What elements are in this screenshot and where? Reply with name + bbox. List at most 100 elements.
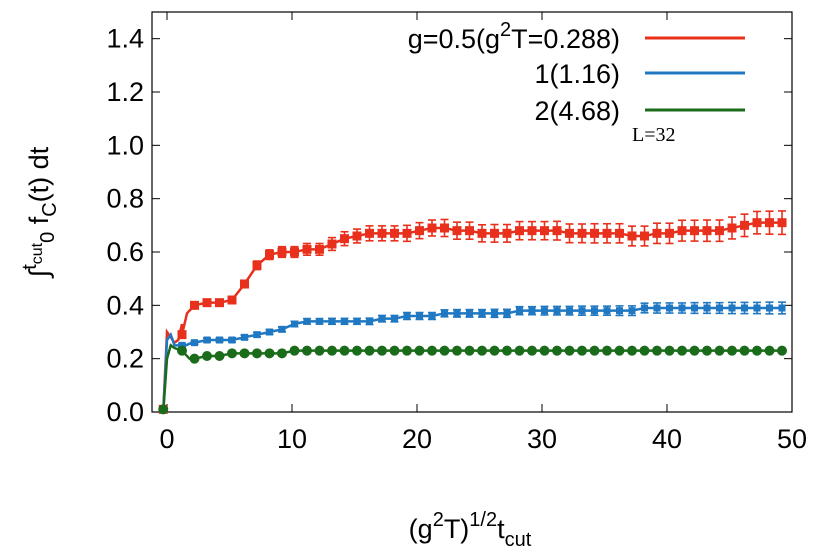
- data-point: [489, 345, 500, 356]
- y-axis-label: ∫tcut0 fC(t) dt: [19, 146, 61, 279]
- x-label-sup2: 1/2: [469, 509, 497, 531]
- legend-label-part: T=0.288): [511, 24, 620, 54]
- data-point: [666, 304, 673, 312]
- plot-frame: [151, 11, 793, 413]
- data-point: [391, 315, 398, 323]
- data-point: [389, 345, 400, 356]
- data-point: [566, 307, 573, 315]
- data-point: [728, 304, 736, 312]
- data-point: [739, 345, 750, 356]
- legend-label-sup: 2: [500, 19, 511, 41]
- y-label-t: t: [19, 264, 41, 270]
- data-point: [440, 223, 449, 233]
- data-point: [265, 250, 274, 260]
- data-point: [652, 228, 662, 238]
- data-point: [477, 345, 487, 356]
- data-point: [228, 336, 236, 344]
- data-point: [540, 226, 549, 236]
- data-point: [477, 228, 487, 238]
- y-tick-label: 0.0: [106, 397, 144, 427]
- data-point: [627, 345, 637, 356]
- data-point: [189, 353, 200, 364]
- data-point: [177, 345, 187, 356]
- legend-label: 1(1.16): [534, 59, 620, 89]
- data-point: [628, 307, 636, 315]
- data-point: [741, 304, 748, 312]
- data-point: [639, 345, 650, 356]
- data-point: [364, 345, 375, 356]
- data-point: [290, 247, 299, 257]
- data-point: [766, 304, 773, 312]
- data-point: [278, 325, 286, 333]
- data-point: [603, 307, 611, 315]
- x-label-sub: cut: [505, 529, 532, 551]
- data-point: [266, 328, 273, 336]
- legend-label-part: 2(4.68): [534, 96, 620, 126]
- y-tick-label: 1.0: [106, 130, 144, 160]
- data-point: [414, 345, 425, 356]
- y-tick-label: 1.4: [106, 24, 144, 54]
- data-point: [415, 226, 424, 236]
- data-point: [615, 228, 624, 238]
- y-tick-label: 0.8: [106, 184, 144, 214]
- data-point: [264, 348, 275, 359]
- data-point: [216, 336, 223, 344]
- data-point: [416, 312, 423, 320]
- data-point: [577, 345, 587, 356]
- data-point: [478, 309, 486, 317]
- data-point: [427, 223, 437, 233]
- data-point: [340, 234, 349, 244]
- legend-label: 2(4.68): [534, 96, 620, 126]
- data-point: [590, 228, 599, 238]
- data-point: [602, 345, 612, 356]
- y-label-sub-cut: cut: [29, 242, 46, 264]
- y-tick-label: 0.2: [106, 344, 144, 374]
- data-point: [465, 226, 474, 236]
- data-point: [690, 226, 699, 236]
- data-point: [203, 336, 211, 344]
- data-point: [241, 333, 248, 341]
- data-point: [466, 309, 473, 317]
- data-point: [528, 307, 536, 315]
- data-point: [716, 304, 723, 312]
- data-point: [752, 218, 762, 228]
- data-point: [777, 218, 787, 228]
- data-point: [678, 304, 686, 312]
- data-point: [378, 315, 386, 323]
- data-point: [490, 228, 499, 238]
- data-point: [439, 345, 450, 356]
- y-label-f: f: [24, 216, 54, 232]
- data-point: [627, 231, 637, 241]
- data-point: [341, 317, 348, 325]
- data-point: [565, 228, 574, 238]
- data-point: [765, 218, 774, 228]
- data-point: [352, 231, 362, 241]
- data-point: [158, 404, 169, 415]
- data-point: [177, 330, 187, 340]
- data-point: [303, 317, 311, 325]
- data-point: [516, 307, 523, 315]
- data-point: [764, 345, 775, 356]
- data-point: [202, 351, 212, 361]
- legend-label: g=0.5(g2T=0.288): [408, 19, 620, 54]
- data-point: [652, 345, 662, 356]
- data-point: [240, 279, 249, 289]
- legend: g=0.5(g2T=0.288) 1(1.16) 2(4.68): [408, 19, 745, 126]
- data-point: [702, 345, 712, 356]
- data-point: [552, 345, 562, 356]
- y-label-sub-zero: 0: [37, 232, 59, 243]
- x-label-mid: T): [444, 514, 469, 544]
- data-point: [227, 348, 237, 359]
- data-point: [327, 239, 337, 249]
- y-tick-label: 0.6: [106, 237, 144, 267]
- series-1: [159, 301, 786, 413]
- data-point: [403, 312, 411, 320]
- data-point: [527, 345, 537, 356]
- data-point: [289, 345, 300, 356]
- data-point: [653, 304, 661, 312]
- data-point: [664, 345, 675, 356]
- data-point: [502, 228, 512, 238]
- series-0: [158, 210, 787, 414]
- data-point: [641, 304, 648, 312]
